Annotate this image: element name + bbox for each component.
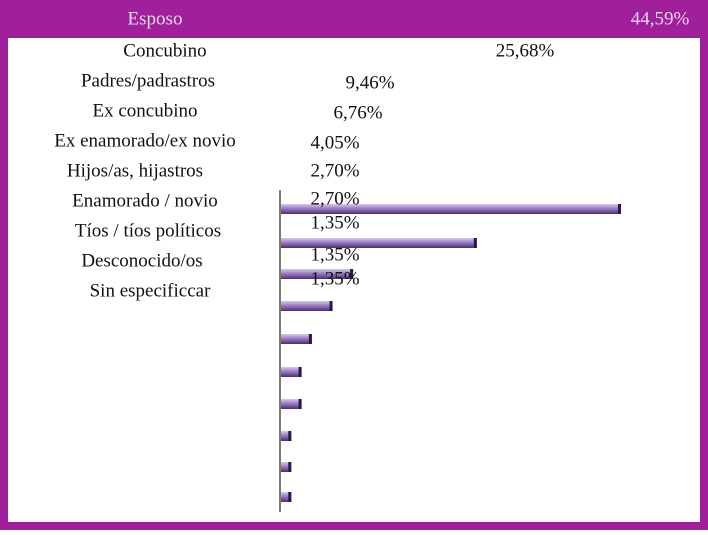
value-label: 9,46% — [345, 72, 394, 93]
bar-end — [329, 301, 333, 311]
value-label: 25,68% — [496, 40, 555, 61]
bar-end — [298, 367, 302, 377]
bar — [281, 238, 477, 248]
category-label: Desconocido/os — [81, 250, 202, 271]
category-label: Sin especificcar — [90, 280, 211, 301]
bar — [281, 269, 354, 279]
bar-end — [298, 399, 302, 409]
bar-end — [618, 204, 621, 214]
bar — [281, 334, 312, 344]
bar-end — [288, 462, 292, 472]
category-label: Padres/padrastros — [81, 70, 215, 91]
bar — [281, 399, 302, 409]
bar-end — [350, 269, 354, 279]
bar-end — [473, 238, 477, 248]
value-label: 44,59% — [631, 8, 690, 29]
bar-end — [288, 492, 292, 502]
plot-area — [8, 38, 700, 522]
value-label: 1,35% — [310, 268, 359, 289]
value-label: 4,05% — [310, 132, 359, 153]
category-label: Ex concubino — [92, 100, 197, 121]
bar-end — [308, 334, 312, 344]
bar — [281, 204, 621, 214]
bar — [281, 431, 292, 441]
category-label: Concubino — [123, 40, 206, 61]
category-label: Ex enamorado/ex novio — [54, 130, 236, 151]
value-label: 1,35% — [310, 212, 359, 233]
value-label: 6,76% — [333, 102, 382, 123]
value-label: 2,70% — [310, 160, 359, 181]
category-label: Hijos/as, hijastros — [67, 160, 203, 181]
value-label: 1,35% — [310, 244, 359, 265]
category-label: Esposo — [128, 8, 183, 29]
category-label: Enamorado / novio — [72, 190, 218, 211]
bar-end — [288, 431, 292, 441]
bar — [281, 367, 302, 377]
bar — [281, 301, 333, 311]
category-label: Tíos / tíos políticos — [75, 220, 221, 241]
bar — [281, 462, 292, 472]
value-label: 2,70% — [310, 188, 359, 209]
bar — [281, 492, 292, 502]
